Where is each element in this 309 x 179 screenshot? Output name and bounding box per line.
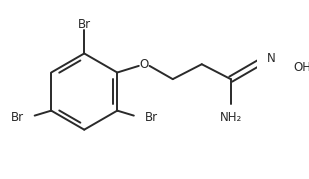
Text: O: O	[139, 58, 148, 71]
Text: Br: Br	[145, 111, 158, 124]
Text: Br: Br	[78, 18, 91, 31]
Text: OH: OH	[293, 61, 309, 74]
Text: Br: Br	[11, 111, 24, 124]
Text: N: N	[266, 52, 275, 65]
Text: NH₂: NH₂	[220, 112, 242, 124]
